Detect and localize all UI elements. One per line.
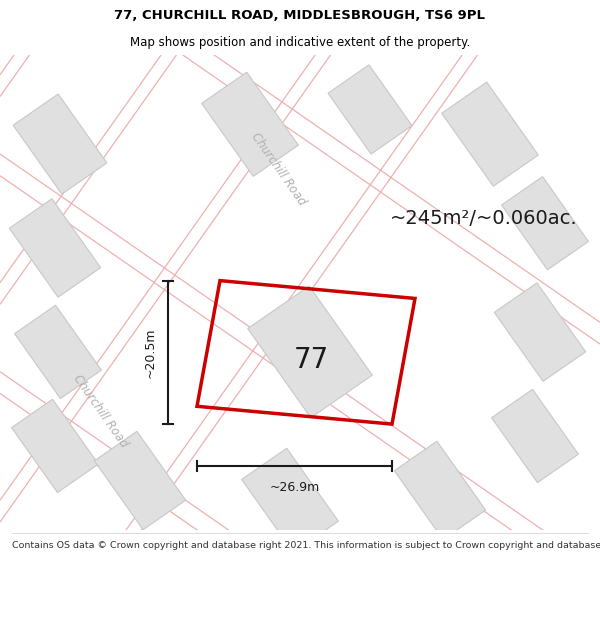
Polygon shape — [10, 199, 101, 297]
Polygon shape — [242, 448, 338, 552]
Text: 77, CHURCHILL ROAD, MIDDLESBROUGH, TS6 9PL: 77, CHURCHILL ROAD, MIDDLESBROUGH, TS6 9… — [115, 9, 485, 22]
Polygon shape — [328, 65, 412, 154]
Polygon shape — [442, 82, 538, 186]
Polygon shape — [94, 431, 185, 530]
Polygon shape — [13, 94, 107, 194]
Polygon shape — [202, 72, 298, 176]
Polygon shape — [494, 283, 586, 381]
Polygon shape — [491, 389, 578, 482]
Polygon shape — [502, 177, 589, 270]
Text: Map shows position and indicative extent of the property.: Map shows position and indicative extent… — [130, 36, 470, 49]
Polygon shape — [11, 399, 98, 492]
Text: Churchill Road: Churchill Road — [70, 372, 130, 450]
Text: ~20.5m: ~20.5m — [143, 327, 157, 378]
Text: Churchill Road: Churchill Road — [248, 130, 308, 208]
Polygon shape — [394, 441, 485, 539]
Text: ~26.9m: ~26.9m — [269, 481, 320, 494]
Text: 77: 77 — [293, 346, 329, 374]
Text: ~245m²/~0.060ac.: ~245m²/~0.060ac. — [390, 209, 578, 227]
Polygon shape — [14, 305, 101, 399]
Text: Contains OS data © Crown copyright and database right 2021. This information is : Contains OS data © Crown copyright and d… — [12, 541, 600, 551]
Polygon shape — [248, 286, 372, 418]
